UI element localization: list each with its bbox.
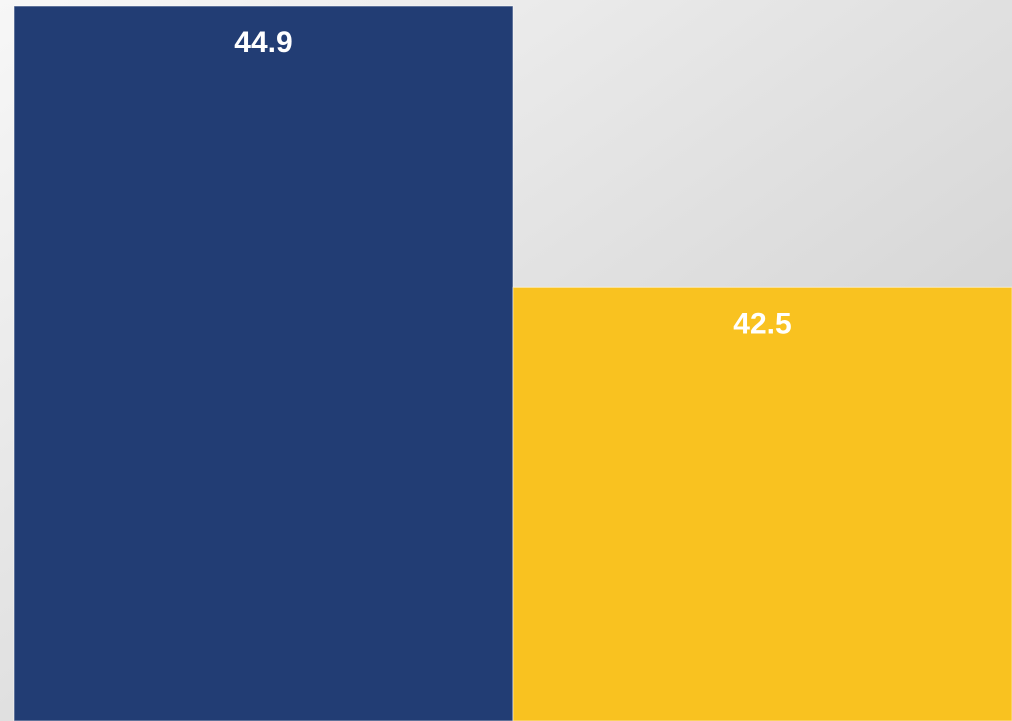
bar [14, 6, 513, 721]
data-label: 42.5 [733, 307, 791, 340]
bar [513, 287, 1012, 721]
data-label: 44.9 [234, 26, 292, 59]
